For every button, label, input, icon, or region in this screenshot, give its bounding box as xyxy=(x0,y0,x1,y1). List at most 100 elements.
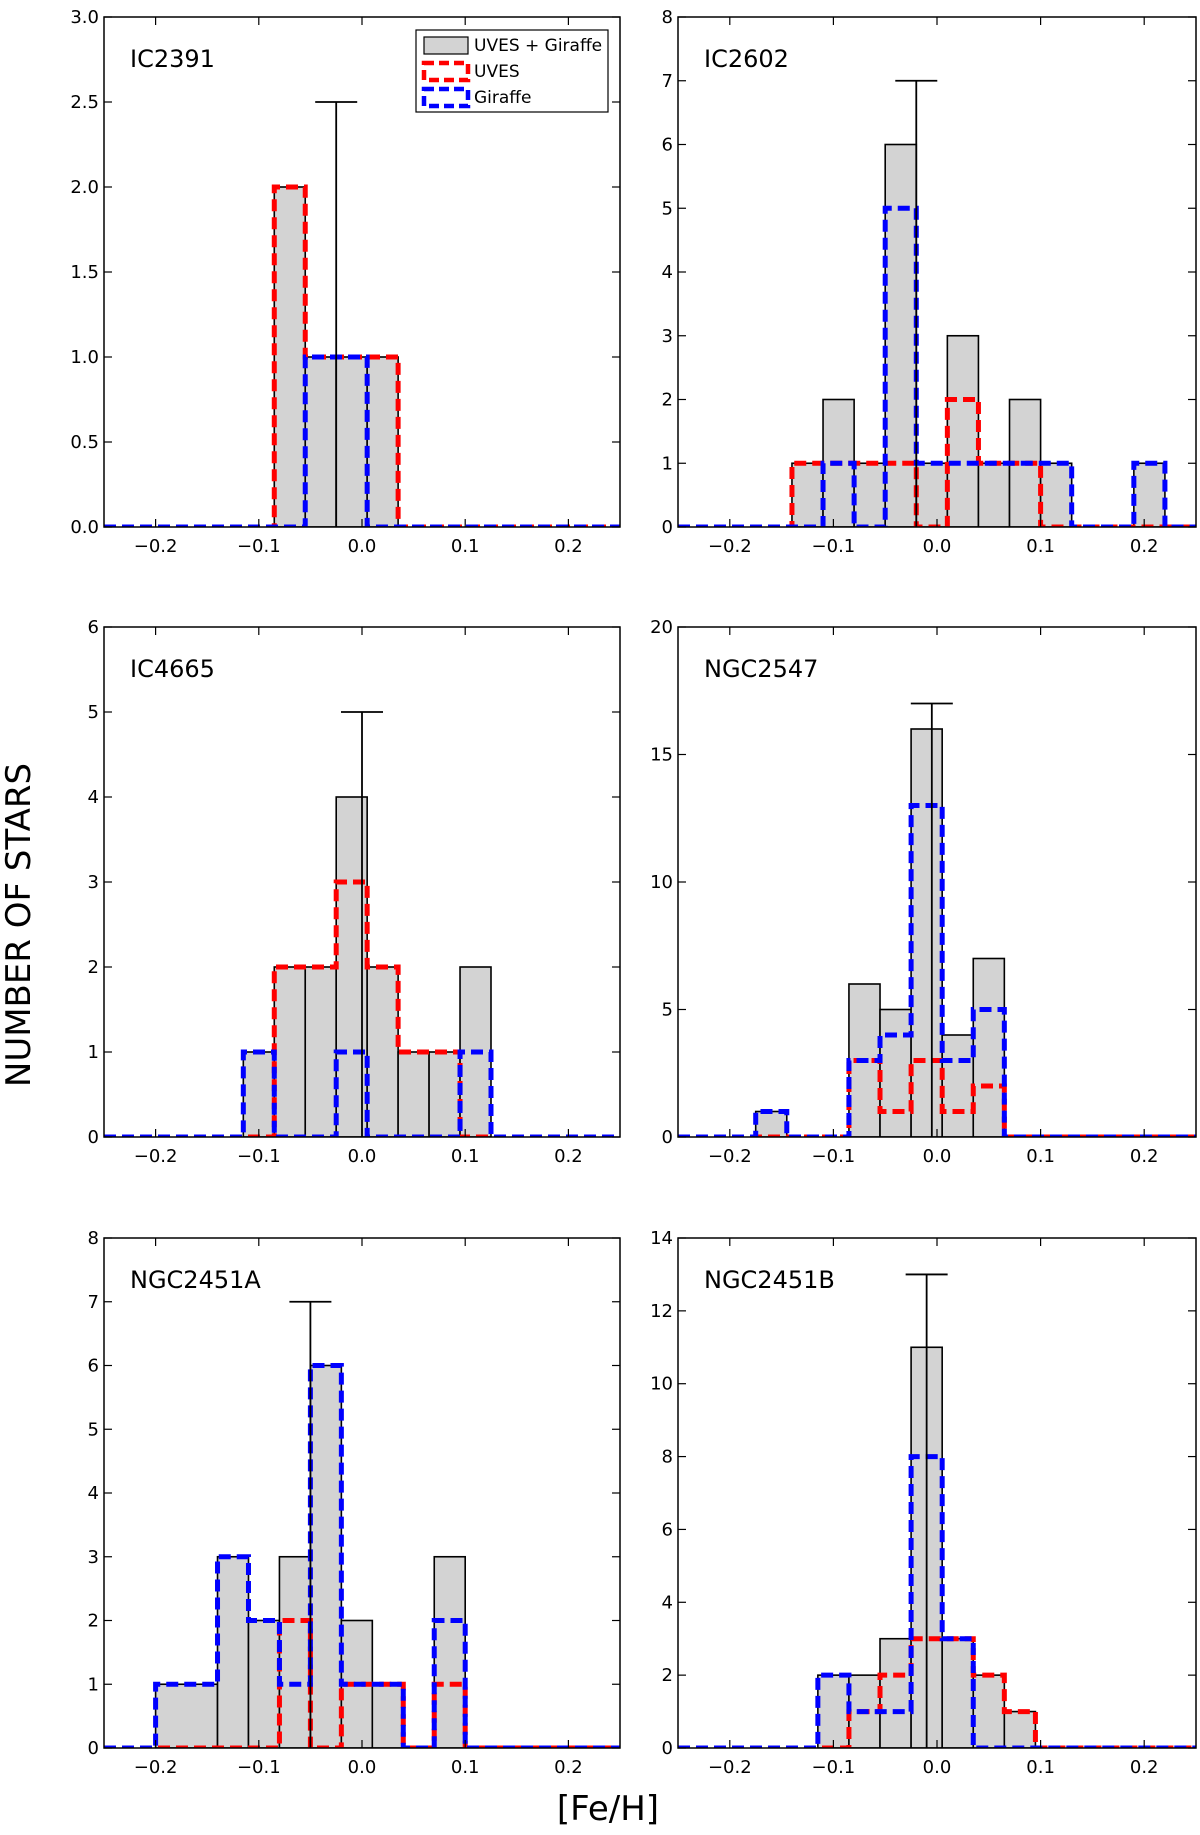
y-tick-label: 15 xyxy=(650,745,673,766)
bar-total xyxy=(216,1555,250,1748)
x-tick-label: 0.1 xyxy=(451,536,480,557)
x-tick-label: 0.1 xyxy=(451,1757,480,1778)
y-tick-label: 2 xyxy=(88,1611,99,1632)
x-tick-label: 0.0 xyxy=(348,536,377,557)
series-giraffe-line xyxy=(678,803,1196,1137)
y-tick-label: 8 xyxy=(662,1447,673,1468)
series-giraffe-line xyxy=(104,354,620,527)
panel-title: IC4665 xyxy=(130,655,215,683)
x-tick-label: −0.1 xyxy=(237,536,281,557)
bar-total xyxy=(366,966,399,1137)
y-tick-label: 5 xyxy=(662,1000,673,1021)
panel-ic2602: −0.2 −0.1 0.0 0.1 0.2 0 1 2 3 4 5 6 7 8 IC2602 xyxy=(662,7,1197,557)
y-tick-label: 1 xyxy=(662,453,673,474)
bar-total xyxy=(817,1674,850,1748)
y-tick-label: 7 xyxy=(662,71,673,92)
bar-total xyxy=(304,356,337,527)
x-tick-label: −0.1 xyxy=(237,1146,281,1167)
x-tick-label: −0.1 xyxy=(812,536,856,557)
panel-ngc2451a: −0.2 −0.1 0.0 0.1 0.2 0 1 2 3 4 5 6 7 8 NGC2451A xyxy=(88,1228,621,1778)
bar-total xyxy=(309,1364,343,1748)
y-tick-label: 7 xyxy=(88,1292,99,1313)
bar-total xyxy=(278,1555,312,1748)
bar-total xyxy=(977,462,1011,527)
x-tick-label: −0.2 xyxy=(134,1146,178,1167)
y-tick-label: 6 xyxy=(88,617,99,638)
bar-total xyxy=(397,1051,430,1137)
y-tick-label: 8 xyxy=(662,7,673,28)
y-tick-label: 5 xyxy=(88,1419,99,1440)
bar-total xyxy=(879,1637,912,1748)
bar-total xyxy=(972,957,1006,1137)
y-tick-label: 6 xyxy=(662,135,673,156)
bar-total xyxy=(1003,1710,1037,1748)
x-tick-label: 0.2 xyxy=(1130,536,1159,557)
y-tick-label: 4 xyxy=(88,787,99,808)
legend-label: UVES xyxy=(474,62,520,82)
panel-title: IC2391 xyxy=(130,45,215,73)
y-axis-title: NUMBER OF STARS xyxy=(0,763,39,1087)
bar-total xyxy=(304,966,337,1137)
y-tick-label: 2 xyxy=(662,1665,673,1686)
panel-title: NGC2547 xyxy=(704,655,818,683)
bar-total xyxy=(1133,462,1166,527)
y-tick-label: 0 xyxy=(88,1738,99,1759)
y-tick-label: 1.5 xyxy=(70,262,99,283)
x-tick-label: 0.2 xyxy=(554,536,583,557)
x-tick-label: 0.0 xyxy=(348,1146,377,1167)
series-giraffe-line xyxy=(678,1454,1196,1748)
series-giraffe-line xyxy=(104,1363,620,1748)
x-tick-label: 0.1 xyxy=(451,1146,480,1167)
legend-label: Giraffe xyxy=(474,88,531,108)
y-tick-label: 10 xyxy=(650,872,673,893)
x-tick-label: −0.2 xyxy=(708,536,752,557)
x-tick-label: 0.1 xyxy=(1026,1757,1055,1778)
bar-total xyxy=(754,1110,788,1137)
y-tick-label: 3 xyxy=(662,326,673,347)
bar-total xyxy=(1039,462,1073,527)
y-tick-label: 12 xyxy=(650,1301,673,1322)
x-tick-label: −0.1 xyxy=(237,1757,281,1778)
bar-total xyxy=(154,1683,219,1748)
y-tick-label: 1.0 xyxy=(70,347,99,368)
bar-total xyxy=(371,1683,405,1748)
y-tick-label: 1 xyxy=(88,1674,99,1695)
legend-swatch-dash xyxy=(421,86,471,109)
y-tick-label: 2 xyxy=(662,390,673,411)
panel-ngc2451b: −0.2 −0.1 0.0 0.1 0.2 0 2 4 6 8 10 12 14 NGC2451B xyxy=(650,1228,1197,1778)
y-tick-label: 0 xyxy=(662,517,673,538)
y-tick-label: 10 xyxy=(650,1374,673,1395)
y-tick-label: 4 xyxy=(662,262,673,283)
bar-total xyxy=(366,356,399,527)
y-tick-label: 2 xyxy=(88,957,99,978)
panel-ic4665: −0.2 −0.1 0.0 0.1 0.2 0 1 2 3 4 5 6 IC4665 xyxy=(88,617,621,1167)
y-tick-label: 4 xyxy=(88,1483,99,1504)
series-uves-line xyxy=(678,397,1196,527)
series-uves-line xyxy=(104,879,620,1137)
bar-total xyxy=(273,966,307,1137)
series-uves-line xyxy=(104,1618,620,1748)
bar-total xyxy=(941,1637,975,1748)
panel-ngc2547: −0.2 −0.1 0.0 0.1 0.2 0 5 10 15 20 NGC2547 xyxy=(650,617,1197,1167)
bar-total xyxy=(273,186,307,527)
y-tick-label: 8 xyxy=(88,1228,99,1249)
bar-total xyxy=(884,143,918,527)
y-tick-label: 5 xyxy=(662,198,673,219)
y-tick-label: 6 xyxy=(88,1356,99,1377)
x-tick-label: 0.0 xyxy=(923,1146,952,1167)
x-tick-label: 0.2 xyxy=(1130,1146,1159,1167)
bar-total xyxy=(910,728,943,1137)
y-tick-label: 5 xyxy=(88,702,99,723)
y-tick-label: 3 xyxy=(88,872,99,893)
bar-total xyxy=(335,356,368,527)
y-tick-label: 0.5 xyxy=(70,432,99,453)
bar-total xyxy=(946,334,980,527)
legend-swatch-dash xyxy=(421,60,471,83)
y-tick-label: 3.0 xyxy=(70,7,99,28)
y-tick-label: 2.0 xyxy=(70,177,99,198)
x-tick-label: −0.1 xyxy=(812,1146,856,1167)
x-axis-title: [Fe/H] xyxy=(557,1789,659,1829)
bar-total xyxy=(915,462,949,527)
bar-total xyxy=(972,1674,1006,1748)
